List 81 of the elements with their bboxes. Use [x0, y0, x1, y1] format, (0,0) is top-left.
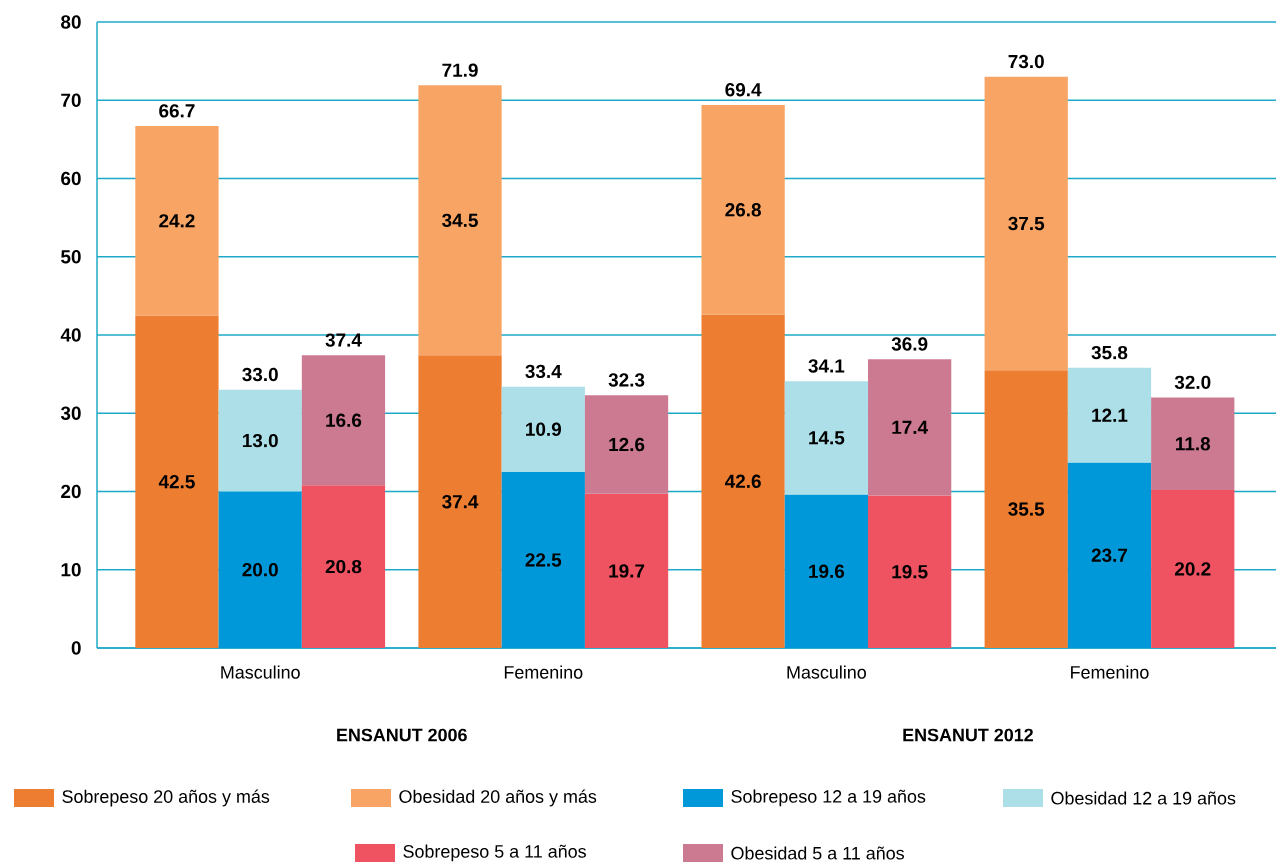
- legend-label: Sobrepeso 12 a 19 años: [731, 789, 926, 807]
- data-label: 42.6: [724, 474, 761, 489]
- bar: [501, 471, 585, 648]
- y-tick-label: 20: [61, 484, 81, 499]
- total-label: 34.1: [808, 359, 845, 373]
- data-label: 23.7: [1091, 548, 1128, 562]
- bar: [984, 76, 1068, 371]
- data-label: 13.0: [242, 433, 278, 448]
- data-label: 42.5: [158, 475, 195, 489]
- data-label: 20.2: [1174, 562, 1211, 576]
- bar: [301, 485, 386, 648]
- x-tick-label: Femenino: [504, 665, 583, 679]
- data-label: 37.4: [442, 494, 479, 509]
- bar: [1067, 462, 1152, 648]
- total-label: 73.0: [1008, 54, 1044, 69]
- x-tick-label: Femenino: [1071, 665, 1149, 679]
- data-label: 35.5: [1008, 502, 1045, 516]
- bar: [218, 491, 302, 648]
- legend-label: Sobrepeso 20 años y más: [62, 789, 270, 807]
- total-label: 32.0: [1174, 375, 1211, 390]
- bar: [701, 314, 785, 648]
- y-tick-label: 10: [61, 563, 81, 577]
- data-label: 14.5: [809, 431, 845, 445]
- text: ENSANUT 2012: [903, 728, 1033, 742]
- data-label: 11.8: [1176, 437, 1211, 451]
- bar: [868, 495, 952, 648]
- bar: [584, 395, 669, 494]
- text: ENSANUT 2006: [337, 728, 467, 742]
- data-label: 10.9: [526, 422, 562, 436]
- y-tick-label: 60: [61, 171, 81, 186]
- total-label: 36.9: [891, 337, 928, 351]
- bar: [418, 355, 502, 648]
- bar: [501, 386, 585, 472]
- y-tick-label: 80: [61, 15, 81, 29]
- data-label: 26.8: [725, 203, 761, 217]
- total-label: 32.3: [608, 373, 645, 387]
- data-label: 12.1: [1092, 408, 1128, 422]
- data-label: 22.5: [525, 553, 562, 567]
- legend-label: Obesidad 12 a 19 años: [1051, 791, 1236, 805]
- total-label: 37.4: [325, 333, 362, 347]
- data-label: 20.8: [325, 559, 362, 574]
- data-label: 37.5: [1008, 216, 1045, 231]
- total-label: 69.4: [725, 83, 762, 97]
- y-tick-label: 30: [60, 406, 81, 420]
- y-tick-label: 50: [61, 250, 81, 264]
- y-tick-label: 40: [60, 328, 81, 342]
- data-label: 16.6: [326, 413, 362, 427]
- x-tick-label: Masculino: [787, 665, 866, 679]
- legend-label: Obesidad 5 a 11 años: [731, 846, 904, 860]
- data-label: 24.2: [159, 214, 195, 228]
- bar: [218, 389, 302, 492]
- y-tick-label: 0: [71, 641, 81, 655]
- legend-label: Sobrepeso 5 a 11 años: [403, 844, 586, 862]
- bar: [1151, 397, 1235, 490]
- total-label: 33.0: [242, 367, 278, 382]
- bar: [784, 381, 869, 495]
- legend-label: Obesidad 20 años y más: [399, 789, 597, 807]
- y-tick-label: 70: [61, 93, 81, 107]
- data-label: 20.0: [242, 563, 278, 577]
- total-label: 33.4: [525, 364, 562, 379]
- bar: [584, 493, 669, 648]
- bar: [701, 104, 785, 315]
- data-label: 34.5: [442, 213, 478, 228]
- bar: [784, 494, 869, 648]
- bar: [1151, 489, 1235, 648]
- bar: [1067, 367, 1152, 463]
- bar: [984, 370, 1068, 648]
- total-label: 66.7: [159, 104, 195, 118]
- total-label: 35.8: [1091, 345, 1128, 360]
- data-label: 17.4: [892, 420, 928, 434]
- total-label: 71.9: [442, 63, 478, 77]
- data-label: 19.6: [809, 564, 845, 578]
- bar: [135, 315, 219, 648]
- bar: [135, 126, 219, 316]
- bar: [868, 359, 952, 496]
- data-label: 12.6: [609, 437, 645, 452]
- bar: [418, 85, 502, 356]
- data-label: 19.7: [609, 564, 645, 578]
- data-label: 19.5: [892, 564, 928, 579]
- x-tick-label: Masculino: [221, 665, 300, 679]
- bar: [301, 355, 386, 486]
